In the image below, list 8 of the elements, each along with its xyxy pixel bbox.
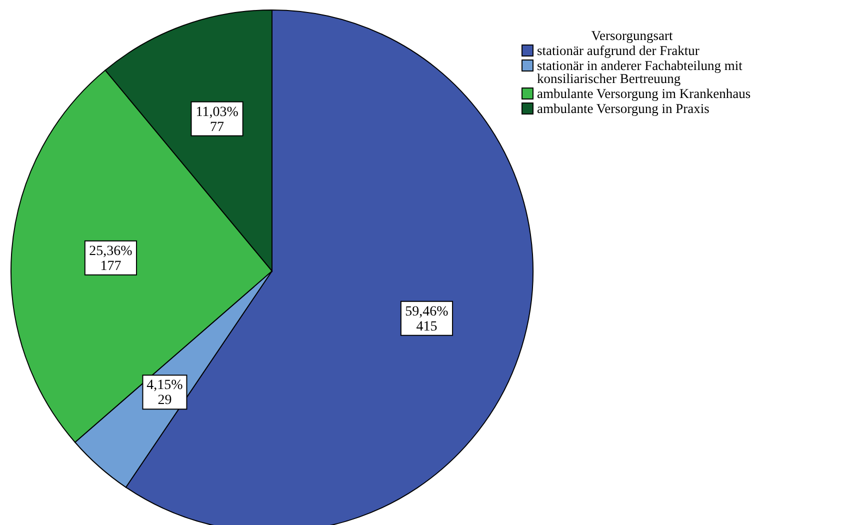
legend-label: ambulante Versorgung im Krankenhaus: [537, 86, 751, 101]
data-label: 25,36% 177: [89, 244, 133, 274]
data-label: 59,46% 415: [405, 304, 449, 334]
legend-title: Versorgungsart: [591, 28, 673, 43]
data-label: 4,15% 29: [146, 378, 184, 408]
legend-label: stationär aufgrund der Fraktur: [537, 43, 700, 58]
legend-label: ambulante Versorgung in Praxis: [537, 101, 710, 116]
data-label: 11,03% 77: [196, 104, 239, 135]
